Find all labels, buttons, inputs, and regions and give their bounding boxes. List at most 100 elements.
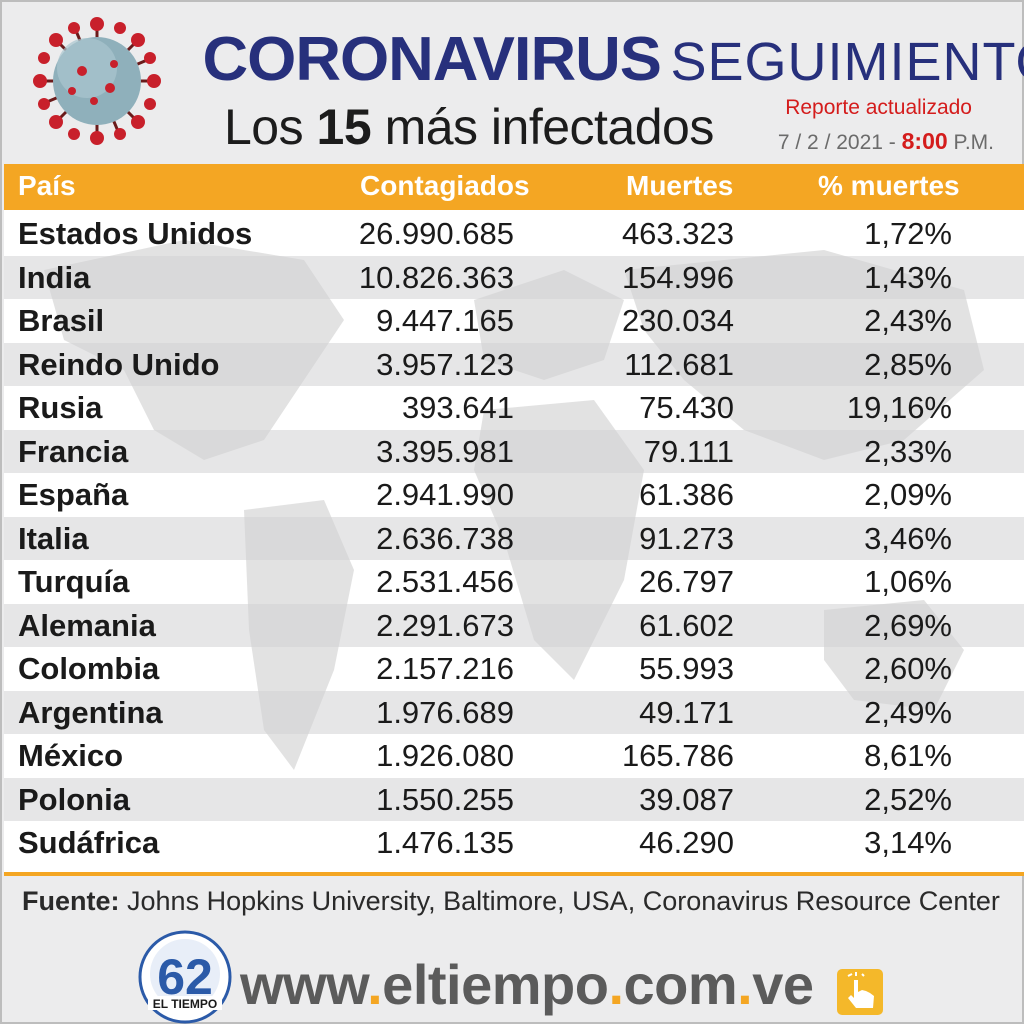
report-date: 7 / 2 / 2021 - 8:00 P.M. [778, 128, 994, 155]
table-row: Sudáfrica 1.476.135 46.290 3,14% [4, 821, 1024, 865]
table-row: Colombia 2.157.216 55.993 2,60% [4, 647, 1024, 691]
table-row: Rusia 393.641 75.430 19,16% [4, 386, 1024, 430]
table-row: Reindo Unido 3.957.123 112.681 2,85% [4, 342, 1024, 386]
table-body: Estados Unidos 26.990.685 463.323 1,72% Indi… [4, 210, 1024, 872]
pct-cell: 2,69% [864, 607, 952, 643]
source-label: Fuente: [22, 886, 120, 916]
country-cell: Alemania [18, 607, 156, 643]
country-cell: Francia [18, 433, 129, 469]
cases-cell: 2.941.990 [376, 477, 514, 512]
pct-cell: 2,33% [864, 433, 952, 469]
deaths-cell: 112.681 [624, 346, 734, 382]
column-header-deaths: Muertes [626, 170, 734, 201]
country-cell: India [18, 259, 91, 295]
date-text: 7 / 2 / 2021 - [777, 131, 896, 154]
deaths-cell: 91.273 [639, 520, 734, 556]
pct-cell: 2,52% [864, 781, 952, 817]
site-ve: ve [752, 953, 814, 1016]
deaths-cell: 46.290 [639, 825, 734, 860]
column-header-cases: Contagiados [360, 170, 530, 201]
country-cell: Estados Unidos [18, 216, 253, 251]
pct-cell: 3,14% [864, 825, 952, 860]
cases-cell: 2.636.738 [376, 520, 514, 556]
deaths-cell: 49.171 [639, 694, 734, 730]
country-cell: Polonia [18, 781, 130, 817]
cases-cell: 3.957.123 [376, 346, 514, 382]
subtitle-prefix: Los [224, 99, 304, 155]
table-row: Italia 2.636.738 91.273 3,46% [4, 516, 1024, 560]
coronavirus-icon [33, 17, 161, 145]
meridiem-text: P.M. [953, 131, 994, 154]
country-cell: Sudáfrica [18, 825, 160, 860]
subtitle-number: 15 [316, 99, 372, 155]
pct-cell: 2,43% [864, 303, 952, 338]
table-header: País Contagiados Muertes % muertes [4, 164, 1024, 210]
table-row: Alemania 2.291.673 61.602 2,69% [4, 603, 1024, 647]
table-row: Turquía 2.531.456 26.797 1,06% [4, 560, 1024, 604]
table-row: Argentina 1.976.689 49.171 2,49% [4, 690, 1024, 734]
eltiempo-logo: 62 EL TIEMPO [138, 930, 232, 1024]
pct-cell: 2,85% [864, 346, 952, 382]
source-text: Johns Hopkins University, Baltimore, USA… [127, 886, 1000, 916]
country-cell: España [18, 477, 129, 512]
cases-cell: 9.447.165 [376, 303, 514, 338]
pct-cell: 3,46% [864, 520, 952, 556]
deaths-cell: 79.111 [643, 433, 734, 469]
cases-cell: 1.550.255 [376, 781, 514, 817]
logo-name: EL TIEMPO [153, 997, 217, 1011]
table-row: Polonia 1.550.255 39.087 2,52% [4, 777, 1024, 821]
deaths-cell: 61.386 [639, 477, 734, 512]
table-row: India 10.826.363 154.996 1,43% [4, 255, 1024, 299]
country-cell: Argentina [18, 694, 163, 730]
pct-cell: 1,43% [864, 259, 952, 295]
pct-cell: 8,61% [864, 738, 952, 773]
deaths-cell: 26.797 [639, 564, 734, 599]
report-label: Reporte actualizado [785, 96, 972, 119]
logo-number: 62 [157, 949, 213, 1005]
deaths-cell: 75.430 [639, 390, 734, 425]
country-cell: Rusia [18, 390, 103, 425]
country-cell: Brasil [18, 303, 105, 338]
column-header-pct: % muertes [818, 170, 960, 201]
cases-cell: 2.531.456 [376, 564, 514, 599]
cases-cell: 1.476.135 [376, 825, 514, 860]
country-cell: Reindo Unido [18, 346, 220, 382]
cases-cell: 2.157.216 [376, 651, 514, 686]
website-link[interactable]: www.eltiempo.com.ve [240, 953, 814, 1016]
country-cell: Turquía [18, 564, 130, 599]
country-cell: México [18, 738, 124, 773]
cases-cell: 3.395.981 [376, 433, 514, 469]
cases-cell: 1.976.689 [376, 694, 514, 730]
table-row: Francia 3.395.981 79.111 2,33% [4, 429, 1024, 473]
pct-cell: 1,72% [864, 216, 952, 251]
pct-cell: 1,06% [864, 564, 952, 599]
site-name: eltiempo [382, 953, 609, 1016]
pct-cell: 2,60% [864, 651, 952, 686]
table-row: España 2.941.990 61.386 2,09% [4, 473, 1024, 517]
time-text: 8:00 [901, 128, 948, 154]
country-cell: Colombia [18, 651, 160, 686]
column-header-country: País [18, 170, 76, 201]
source-line: Fuente: Johns Hopkins University, Baltim… [22, 886, 1000, 917]
table-row: Estados Unidos 26.990.685 463.323 1,72% [4, 212, 1024, 256]
country-cell: Italia [18, 520, 89, 556]
table-row: Brasil 9.447.165 230.034 2,43% [4, 299, 1024, 343]
cases-cell: 26.990.685 [358, 216, 514, 251]
site-www: www [240, 953, 368, 1016]
subtitle-suffix: más infectados [384, 99, 715, 155]
cases-cell: 2.291.673 [376, 607, 514, 643]
pct-cell: 19,16% [846, 390, 952, 425]
pct-cell: 2,09% [864, 477, 952, 512]
deaths-cell: 165.786 [621, 738, 734, 773]
title-light: SEGUIMIENTO [670, 32, 1024, 92]
header: CORONAVIRUS SEGUIMIENTO Los 15 más infect… [2, 2, 1024, 160]
title-bold: CORONAVIRUS [202, 25, 662, 94]
deaths-cell: 154.996 [621, 259, 734, 295]
deaths-cell: 463.323 [621, 216, 734, 251]
hand-pointer-icon [837, 969, 883, 1015]
footer-divider [4, 872, 1024, 876]
site-com: com [623, 953, 738, 1016]
deaths-cell: 230.034 [621, 303, 734, 338]
table-row: México 1.926.080 165.786 8,61% [4, 734, 1024, 778]
cases-cell: 10.826.363 [358, 259, 514, 295]
